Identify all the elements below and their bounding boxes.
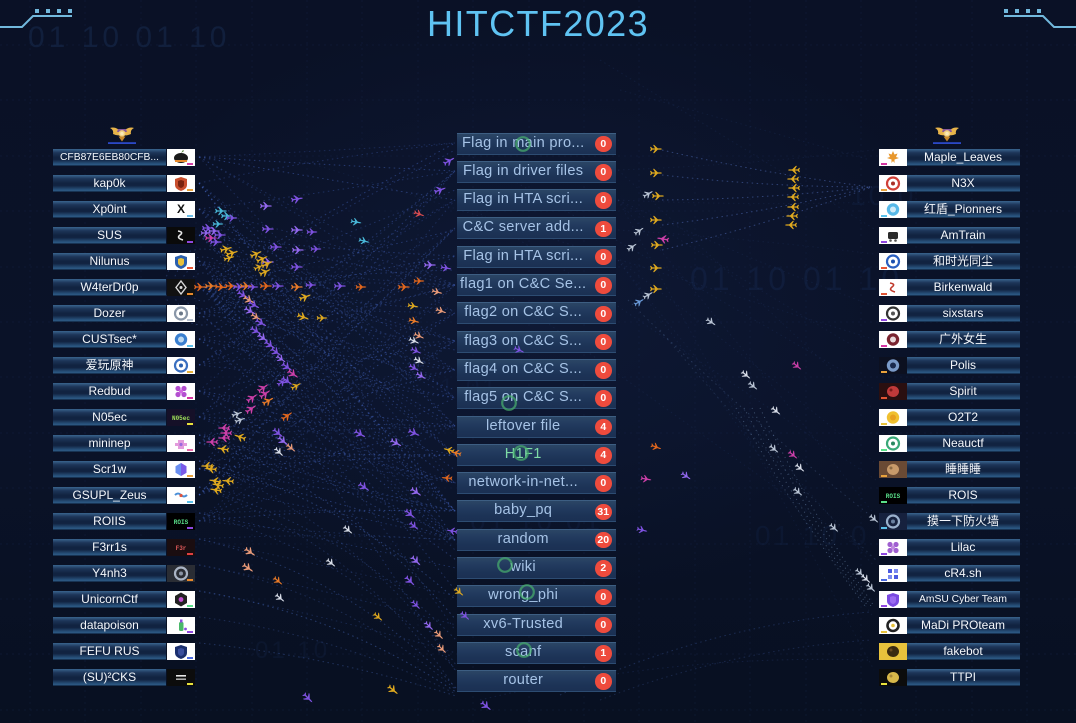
- svg-text:ROIS: ROIS: [173, 519, 188, 526]
- svg-text:01 10 01 10: 01 10 01 10: [28, 21, 230, 54]
- svg-text:01 10: 01 10: [255, 637, 330, 664]
- svg-text:F3r: F3r: [175, 545, 186, 552]
- svg-text:X: X: [176, 202, 184, 216]
- svg-text:01 10 01 10: 01 10 01 10: [690, 261, 903, 297]
- svg-text:01 10 0: 01 10 0: [755, 520, 869, 551]
- svg-text:ROIS: ROIS: [885, 493, 900, 500]
- svg-text:N05ec: N05ec: [171, 415, 189, 422]
